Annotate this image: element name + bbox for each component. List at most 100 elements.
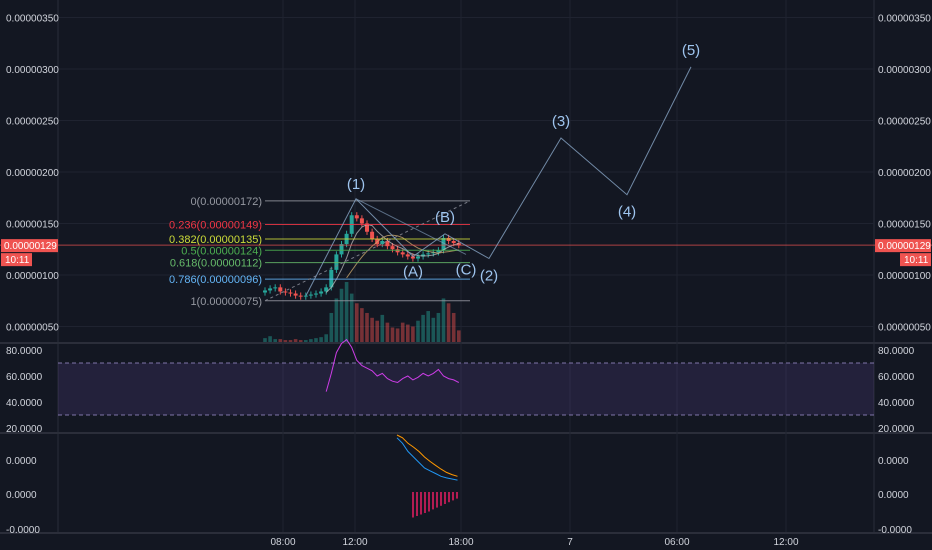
candle-body xyxy=(303,295,308,297)
volume-bar xyxy=(446,303,451,342)
rsi-tick-label-right: 60.0000 xyxy=(878,372,915,383)
candle-body xyxy=(324,287,329,292)
volume-bar xyxy=(314,338,318,342)
candle-body xyxy=(354,215,359,219)
fib-level-label: 0.786(0.00000096) xyxy=(169,274,262,286)
y-tick-label-right: 0.00000200 xyxy=(878,168,931,179)
candle-body xyxy=(456,243,461,246)
fib-trend-line xyxy=(264,200,471,302)
volume-bar xyxy=(421,314,425,342)
volume-bar xyxy=(441,298,446,342)
wave-label: (3) xyxy=(552,113,570,130)
macd-line xyxy=(396,437,458,481)
price-tag-left-text: 0.00000129 xyxy=(4,241,57,252)
volume-bar xyxy=(457,330,461,342)
countdown-tag-right xyxy=(900,253,931,267)
candle-body xyxy=(390,246,395,250)
y-tick-label-left: 0.00000100 xyxy=(6,271,59,282)
fib-level-label: 0.618(0.00000112) xyxy=(170,258,262,270)
volume-bar xyxy=(349,293,354,342)
candle-body xyxy=(314,293,318,295)
candle-body xyxy=(446,237,451,242)
macd-tick-label-right: -0.0000 xyxy=(878,525,912,536)
candle-body xyxy=(441,237,446,251)
volume-bar xyxy=(436,312,441,342)
y-tick-label-right: 0.00000250 xyxy=(878,117,931,128)
candle-body xyxy=(298,295,303,297)
macd-tick-label-left: 0.0000 xyxy=(6,490,37,501)
volume-bar xyxy=(390,327,395,342)
macd-tick-label-right: 0.0000 xyxy=(878,456,909,467)
volume-bar xyxy=(273,339,277,342)
rsi-tick-label-left: 80.0000 xyxy=(6,346,43,357)
fib-level-label: 0.236(0.00000149) xyxy=(169,220,262,232)
volume-bar xyxy=(268,336,272,342)
price-tag-right xyxy=(875,239,931,253)
macd-signal-line xyxy=(396,434,458,477)
macd-tick-label-left: 0.0000 xyxy=(6,456,37,467)
wave-label: (1) xyxy=(347,176,365,193)
volume-bar xyxy=(375,320,379,342)
candle-body xyxy=(263,290,267,293)
time-tick-label: 12:00 xyxy=(773,537,798,548)
wave-label: (5) xyxy=(682,42,700,59)
time-tick-label: 06:00 xyxy=(664,537,689,548)
volume-bar xyxy=(395,328,400,342)
candle-body xyxy=(283,291,288,293)
volume-bar xyxy=(411,326,415,342)
volume-bar xyxy=(360,308,364,342)
volume-bar xyxy=(293,339,298,342)
volume-bar xyxy=(426,311,430,342)
volume-bar xyxy=(370,317,374,342)
time-tick-label: 18:00 xyxy=(448,537,473,548)
candle-body xyxy=(421,254,426,257)
volume-bar xyxy=(304,340,308,342)
volume-bar xyxy=(298,340,303,342)
wave-label: (B) xyxy=(435,209,455,226)
y-tick-label-right: 0.00000150 xyxy=(878,220,931,231)
y-tick-label-left: 0.00000250 xyxy=(6,117,59,128)
wave-label: (4) xyxy=(618,204,636,221)
price-tag-right-text: 0.00000129 xyxy=(878,241,931,252)
volume-bar xyxy=(339,288,344,342)
candle-body xyxy=(278,287,283,292)
candle-body xyxy=(426,253,431,255)
macd-tick-label-right: 0.0000 xyxy=(878,490,909,501)
countdown-tag-left xyxy=(1,253,32,267)
volume-bar xyxy=(288,340,293,342)
volume-bar xyxy=(365,312,369,342)
volume-bar xyxy=(334,298,339,342)
volume-bar xyxy=(400,322,405,342)
candle-body xyxy=(395,249,400,253)
rsi-tick-label-right: 20.0000 xyxy=(878,424,915,435)
candle-body xyxy=(334,254,339,270)
candle-body xyxy=(329,269,334,288)
volume-bar xyxy=(319,337,323,342)
candle-body xyxy=(288,292,293,294)
volume-bar xyxy=(329,312,334,342)
candle-body xyxy=(365,223,369,232)
moving-average-line xyxy=(325,223,459,293)
wave-label: (C) xyxy=(456,261,477,278)
volume-bar xyxy=(416,320,420,342)
price-tag-left xyxy=(1,239,58,253)
candle-body xyxy=(410,256,415,259)
moving-average-slow-line xyxy=(346,234,459,279)
volume-bar xyxy=(309,339,313,342)
fib-level-label: 0.5(0.00000124) xyxy=(181,245,262,257)
rsi-line xyxy=(325,338,460,392)
time-tick-label: 7 xyxy=(567,537,573,548)
countdown-tag-right-text: 10:11 xyxy=(904,255,929,266)
y-tick-label-left: 0.00000200 xyxy=(6,168,59,179)
wave-label: (A) xyxy=(403,263,423,280)
candle-body xyxy=(431,252,436,254)
rsi-tick-label-left: 40.0000 xyxy=(6,398,43,409)
candle-body xyxy=(273,287,278,289)
volume-bar xyxy=(344,282,349,342)
y-tick-label-left: 0.00000050 xyxy=(6,323,59,334)
candle-body xyxy=(359,218,364,224)
volume-bar xyxy=(324,334,328,342)
fib-level-label: 1(0.00000075) xyxy=(190,296,262,308)
y-tick-label-left: 0.00000150 xyxy=(6,220,59,231)
